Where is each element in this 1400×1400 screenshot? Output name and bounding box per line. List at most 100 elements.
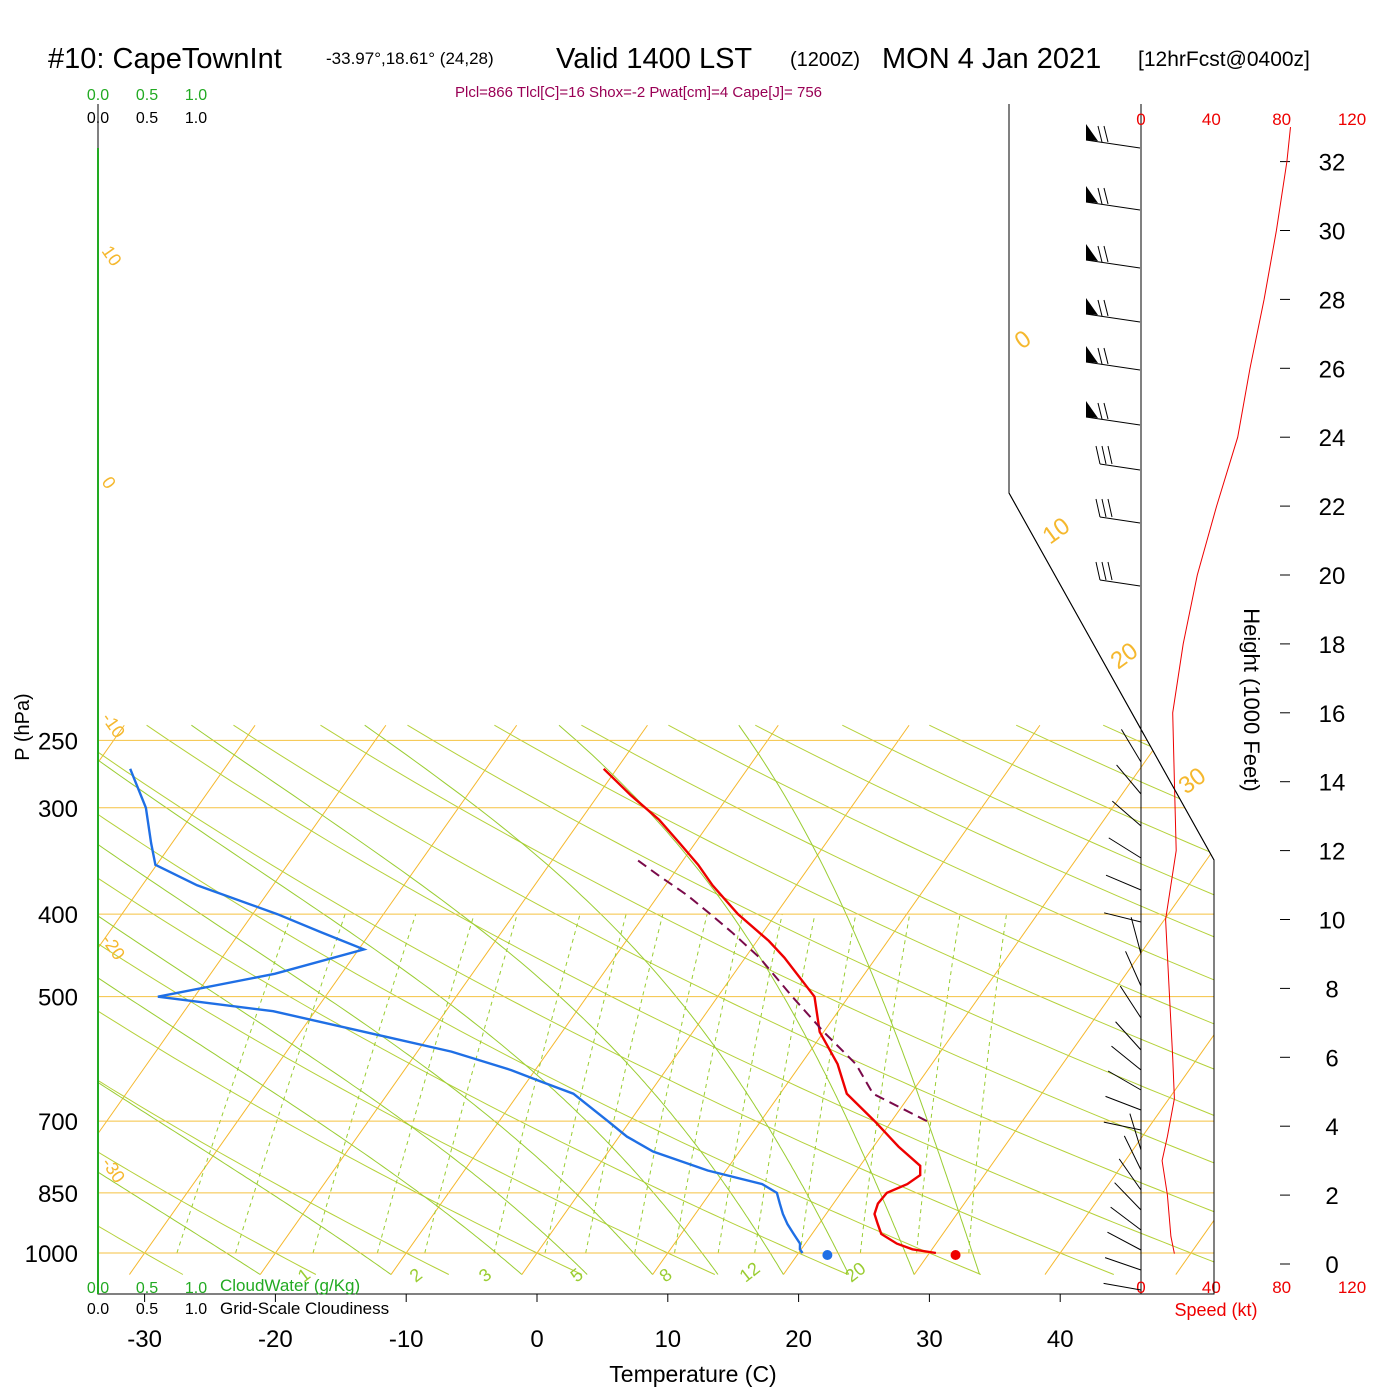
cloudiness-scale-label: 0.5 bbox=[136, 110, 158, 127]
wind-barb bbox=[1085, 313, 1141, 323]
wind-barb-flag bbox=[1086, 298, 1098, 315]
y-tick-label: 300 bbox=[38, 796, 78, 823]
isotherm-label: 0 bbox=[98, 473, 120, 493]
isotherm-label: -20 bbox=[98, 931, 129, 964]
moist-adiabat-line bbox=[98, 724, 261, 1275]
y-tick-label: 250 bbox=[38, 728, 78, 755]
height-tick-label: 4 bbox=[1325, 1114, 1338, 1141]
cloudiness-label: Grid-Scale Cloudiness bbox=[220, 1299, 389, 1318]
title-date: MON 4 Jan 2021 bbox=[882, 43, 1101, 75]
isotherm-label: 0 bbox=[1010, 325, 1037, 355]
x-tick-label: 0 bbox=[530, 1326, 543, 1353]
wind-barb-flag bbox=[1086, 244, 1098, 261]
wind-barb bbox=[1115, 1021, 1142, 1051]
cloudwater-scale-label: 1.0 bbox=[185, 1280, 207, 1297]
height-tick-label: 18 bbox=[1319, 632, 1346, 659]
wind-barb bbox=[1103, 347, 1109, 365]
plot-frame: -30 -20 -10 0 10 20 30 40 bbox=[97, 104, 1215, 1353]
wind-barb bbox=[1111, 1045, 1142, 1071]
mixing-ratio-label: 20 bbox=[841, 1258, 869, 1286]
wind-barb bbox=[1095, 445, 1101, 465]
moist-adiabat-line bbox=[98, 724, 653, 1275]
cloudiness-scale-label: 0.0 bbox=[87, 110, 109, 127]
wind-barb bbox=[1107, 498, 1113, 518]
y-tick-label: 500 bbox=[38, 985, 78, 1012]
cloudwater-scale-label: 1.0 bbox=[185, 87, 207, 104]
moist-adiabat-line bbox=[98, 724, 523, 1275]
wind-barb bbox=[1097, 245, 1103, 263]
height-tick-label: 20 bbox=[1319, 563, 1346, 590]
cloudwater-scale-label: 0.5 bbox=[136, 1280, 158, 1297]
isotherm-line bbox=[783, 724, 1172, 1275]
height-tick-label: 32 bbox=[1319, 150, 1346, 177]
mixing-ratio-line bbox=[176, 914, 293, 1254]
wind-barb bbox=[1085, 139, 1141, 149]
isotherm-line bbox=[1307, 725, 1400, 1274]
dry-adiabat-line bbox=[1189, 724, 1214, 1275]
dry-adiabat-line bbox=[407, 724, 1214, 1275]
mixing-ratio-line bbox=[674, 914, 744, 1254]
wind-barb bbox=[1119, 985, 1142, 1019]
wind-barb bbox=[1107, 445, 1113, 465]
mixing-ratio-line bbox=[312, 914, 417, 1254]
x-tick-label: -20 bbox=[258, 1326, 293, 1353]
height-tick-label: 24 bbox=[1319, 425, 1346, 452]
speed-tick-label-top: 40 bbox=[1202, 110, 1221, 129]
cloudwater-scale-label: 0.5 bbox=[136, 87, 158, 104]
y-tick-label: 850 bbox=[38, 1181, 78, 1208]
speed-tick-label: 80 bbox=[1272, 1278, 1291, 1297]
height-tick-label: 10 bbox=[1319, 908, 1346, 935]
mixing-ratio-line bbox=[754, 914, 816, 1254]
wind-barb bbox=[1114, 1182, 1142, 1211]
dry-adiabat-line bbox=[842, 724, 1214, 1275]
height-tick-label: 28 bbox=[1319, 287, 1346, 314]
wind-barb bbox=[1104, 1257, 1142, 1271]
height-tick-label: 2 bbox=[1325, 1183, 1338, 1210]
height-tick-label: 26 bbox=[1319, 356, 1346, 383]
y-axis-title: P (hPa) bbox=[12, 693, 34, 760]
wind-barb bbox=[1097, 402, 1103, 420]
wind-barb bbox=[1107, 561, 1113, 581]
mixing-ratio-line bbox=[585, 914, 664, 1254]
cloudwater-label: CloudWater (g/Kg) bbox=[220, 1276, 360, 1295]
y-tick-label: 1000 bbox=[25, 1241, 78, 1268]
dry-adiabat-line bbox=[668, 724, 1214, 1275]
wind-barb bbox=[1095, 498, 1101, 518]
dry-adiabat-line bbox=[581, 724, 1214, 1275]
wind-barb bbox=[1085, 201, 1141, 211]
wind-barb-flag bbox=[1086, 124, 1098, 141]
surface-temperature-dot bbox=[950, 1250, 961, 1260]
isotherm-line bbox=[913, 724, 1214, 1275]
wind-speed-axis-title: Speed (kt) bbox=[1174, 1300, 1257, 1320]
isotherm-label: -30 bbox=[98, 1154, 129, 1187]
sounding-series bbox=[129, 767, 961, 1260]
wind-barb bbox=[1099, 516, 1141, 524]
moist-adiabat-line bbox=[364, 724, 850, 1275]
dry-adiabat-line bbox=[233, 724, 1214, 1275]
height-tick-label: 16 bbox=[1319, 701, 1346, 728]
wind-barb bbox=[1085, 361, 1141, 371]
wind-barb bbox=[1103, 187, 1109, 205]
dewpoint-line bbox=[129, 768, 804, 1254]
wind-barb bbox=[1085, 416, 1141, 426]
dry-adiabat-line bbox=[98, 724, 849, 1275]
wind-barb-flag bbox=[1086, 346, 1098, 363]
dry-adiabat-line bbox=[755, 724, 1214, 1275]
wind-barb bbox=[1111, 800, 1142, 827]
isotherm-lines bbox=[98, 724, 1400, 1275]
isotherm-line bbox=[521, 724, 910, 1275]
x-axis-title: Temperature (C) bbox=[609, 1361, 776, 1387]
height-tick-label: 6 bbox=[1325, 1045, 1338, 1072]
moist-adiabat-line bbox=[98, 724, 719, 1275]
wind-barb bbox=[1101, 445, 1107, 465]
x-tick-label: 10 bbox=[654, 1326, 681, 1353]
speed-tick-label-top: 80 bbox=[1272, 110, 1291, 129]
wind-barb bbox=[1110, 1206, 1142, 1231]
moist-adiabat-line bbox=[98, 724, 588, 1275]
title-station: #10: CapeTownInt bbox=[48, 43, 282, 75]
wind-barb bbox=[1130, 917, 1142, 955]
x-tick-label: 20 bbox=[785, 1326, 812, 1353]
moist-adiabat-line bbox=[98, 724, 392, 1275]
dry-adiabat-line bbox=[320, 724, 1214, 1275]
isotherm-line bbox=[129, 724, 518, 1275]
